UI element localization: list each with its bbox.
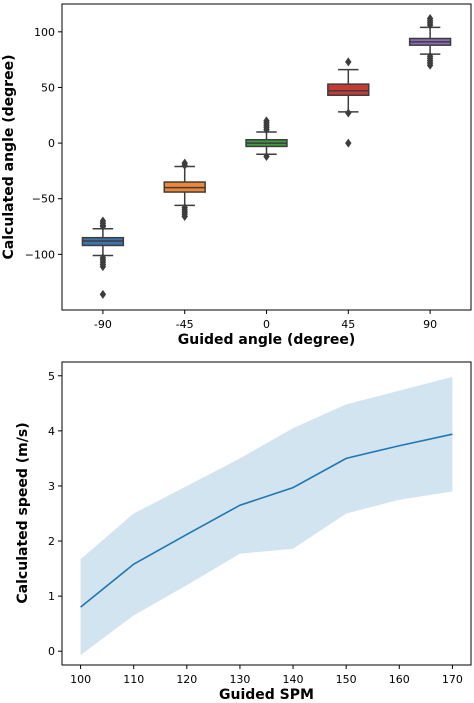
x-tick-label: 100 [70, 673, 91, 686]
outlier-point [99, 222, 107, 232]
box--45 [163, 158, 206, 222]
y-tick-label: −50 [32, 193, 55, 206]
y-tick-label: 1 [48, 590, 55, 603]
box-body [327, 83, 370, 96]
outlier-point [99, 289, 107, 299]
y-tick-label: 100 [34, 26, 55, 39]
box-90 [408, 13, 452, 70]
y-tick-label: 50 [41, 81, 55, 94]
x-tick-label: 90 [423, 318, 437, 331]
x-tick-label: 45 [341, 318, 355, 331]
outlier-point [181, 160, 188, 170]
box-0 [245, 116, 288, 161]
outlier-point [99, 262, 107, 272]
line-chart-frame [61, 361, 472, 666]
y-tick-label: 5 [48, 370, 55, 383]
x-tick-label: 130 [229, 673, 250, 686]
box-plot-marks [81, 13, 452, 299]
box-plot-y-ticks: −100 −50 0 50 100 [25, 26, 62, 261]
y-tick-label: 2 [48, 535, 55, 548]
x-tick-label: 170 [442, 673, 463, 686]
box-plot-panel: −100 −50 0 50 100 -90 -45 0 45 90 Guided angle (… [1, 3, 472, 348]
box--90 [81, 216, 125, 299]
box-plot-y-label: Calculated angle (degree) [1, 55, 17, 260]
x-tick-label: -90 [94, 318, 112, 331]
line-chart-y-label: Calculated speed (m/s) [15, 422, 31, 603]
box-plot-x-label: Guided angle (degree) [178, 332, 356, 348]
x-tick-label: -45 [176, 318, 194, 331]
outlier-point [263, 116, 270, 126]
x-tick-label: 0 [263, 318, 270, 331]
confidence-band [80, 376, 453, 656]
line-chart-panel: 0 1 2 3 4 5 100 110 120 130 140 150 160 170 Guided S… [15, 361, 472, 703]
box-45 [327, 57, 370, 148]
x-tick-label: 160 [389, 673, 410, 686]
line-chart-y-ticks: 0 1 2 3 4 5 [48, 370, 62, 658]
x-tick-label: 120 [176, 673, 197, 686]
outlier-point [426, 60, 434, 70]
y-tick-label: −100 [25, 248, 55, 261]
x-tick-label: 140 [283, 673, 304, 686]
line-chart-x-label: Guided SPM [219, 687, 314, 703]
y-tick-label: 0 [48, 645, 55, 658]
outlier-point [345, 108, 352, 118]
outlier-point [426, 13, 434, 23]
y-tick-label: 4 [48, 425, 55, 438]
outlier-point [345, 138, 352, 148]
y-tick-label: 3 [48, 480, 55, 493]
outlier-point [345, 57, 352, 67]
x-tick-label: 110 [123, 673, 144, 686]
line-chart-x-ticks: 100 110 120 130 140 150 160 170 [70, 665, 463, 686]
x-tick-label: 150 [336, 673, 357, 686]
mean-speed-line [80, 433, 453, 608]
line-chart-marks [80, 376, 453, 656]
box-plot-x-ticks: -90 -45 0 45 90 [94, 310, 437, 331]
outlier-point [181, 212, 188, 222]
y-tick-label: 0 [48, 137, 55, 150]
outlier-point [263, 151, 270, 161]
